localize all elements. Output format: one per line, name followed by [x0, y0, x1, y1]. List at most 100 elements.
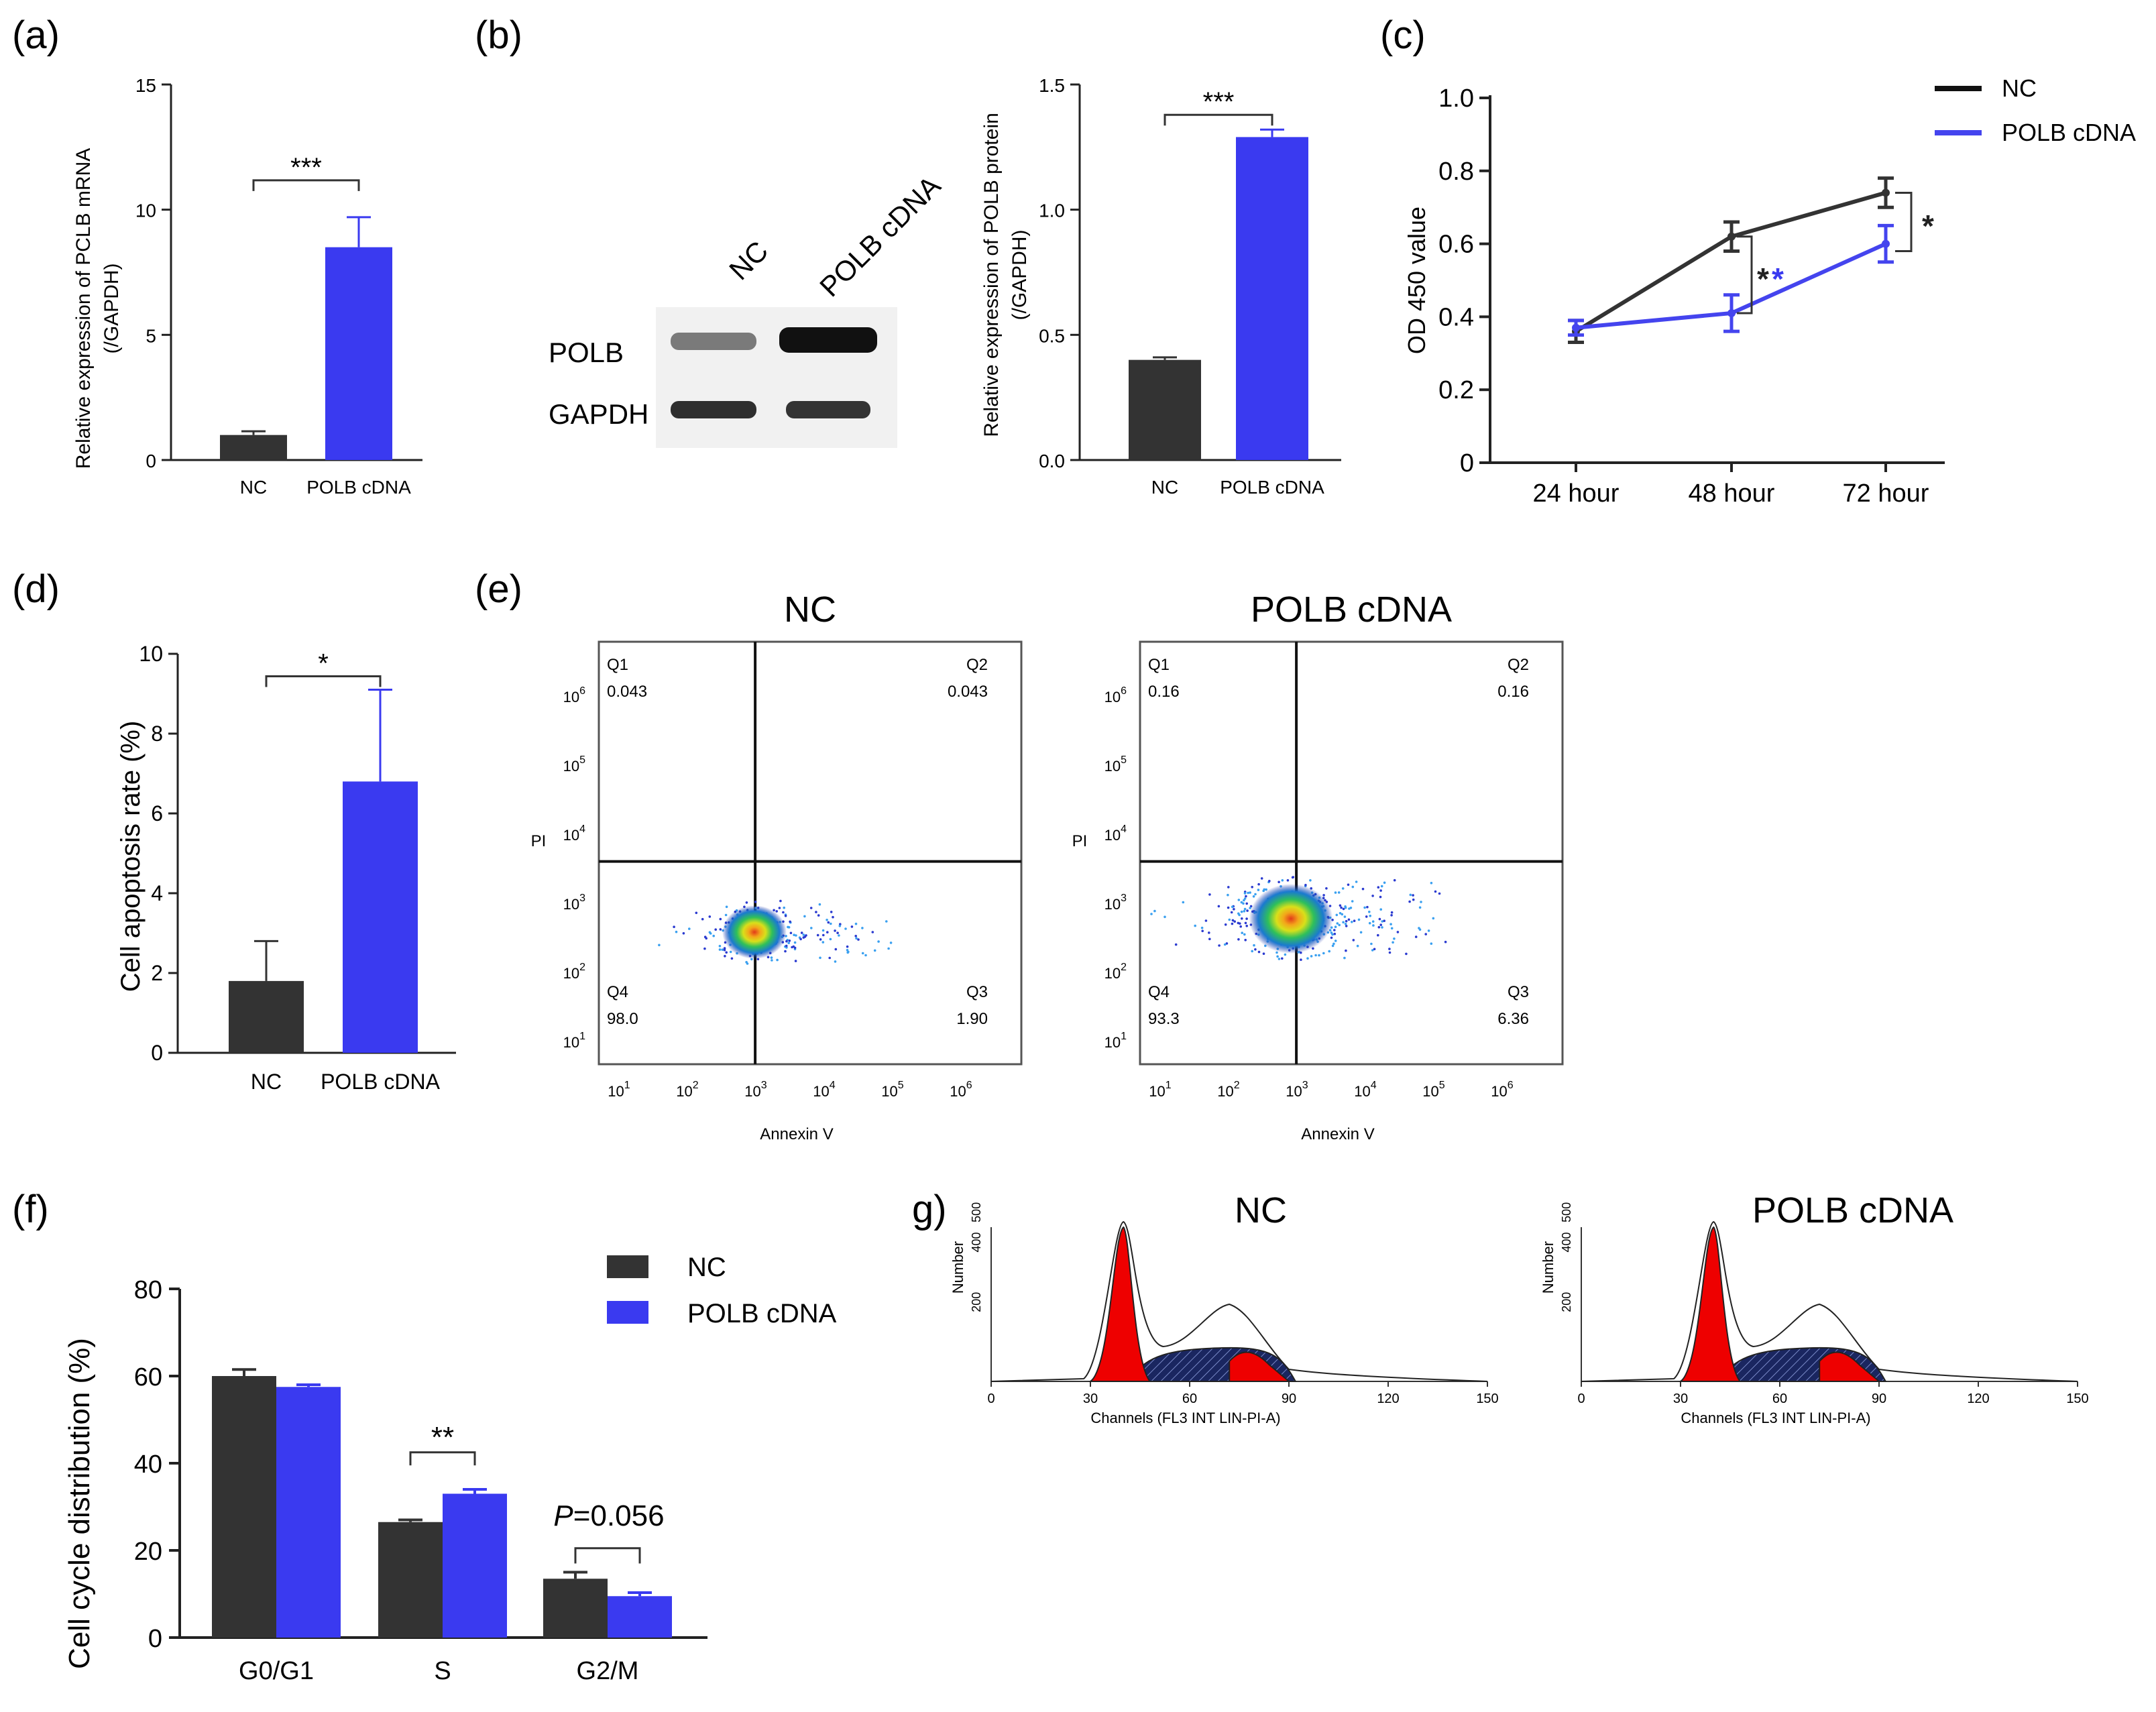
event-dot	[1363, 906, 1366, 909]
sig-bracket	[1164, 113, 1273, 126]
event-dot	[1243, 907, 1247, 911]
x-log-tick: 103	[744, 1080, 767, 1100]
event-dot	[1230, 911, 1233, 914]
y-tick-label: 15	[135, 75, 156, 96]
log-base: 10	[1104, 896, 1121, 913]
event-dot	[1244, 921, 1247, 925]
event-dot	[1241, 917, 1243, 920]
event-dot	[776, 958, 779, 962]
chart-f-ylabel: Cell cycle distribution (%)	[63, 1338, 96, 1669]
event-dot	[861, 927, 864, 929]
log-base: 10	[1217, 1083, 1233, 1100]
x-log-tick: 105	[1422, 1080, 1444, 1100]
event-dot	[854, 935, 857, 937]
panel-label-g: g)	[912, 1188, 947, 1231]
log-base: 10	[563, 758, 579, 775]
bar	[276, 1387, 341, 1638]
event-dot	[745, 901, 748, 904]
event-dot	[877, 940, 880, 943]
y-tick-label: 0.2	[1438, 376, 1474, 404]
blot-lane-nc: NC	[723, 235, 774, 286]
log-exp: 5	[1439, 1080, 1445, 1091]
event-dot	[829, 937, 832, 941]
event-dot	[1325, 887, 1328, 890]
event-dot	[1371, 949, 1374, 952]
q4-label: Q4	[607, 983, 628, 1001]
event-dot	[1238, 913, 1241, 917]
y-tick-label: 0	[1460, 449, 1474, 477]
hist-y-tick-label: 200	[1560, 1292, 1573, 1312]
event-dot	[1153, 909, 1156, 913]
event-dot	[1328, 950, 1330, 953]
event-dot	[834, 929, 836, 932]
raw-histogram	[990, 1220, 1488, 1382]
event-dot	[1412, 898, 1415, 901]
event-dot	[1334, 891, 1337, 894]
event-dot	[1227, 886, 1230, 889]
event-dot	[673, 925, 675, 928]
event-dot	[1430, 942, 1433, 945]
event-dot	[791, 946, 793, 949]
chart-d-ylabel: Cell apoptosis rate (%)	[116, 721, 146, 992]
event-dot	[1347, 883, 1350, 887]
event-dot	[1430, 882, 1433, 884]
event-dot	[1233, 908, 1235, 911]
q1-value: 0.16	[1148, 683, 1180, 701]
event-dot	[1228, 918, 1231, 921]
event-dot	[1245, 895, 1247, 898]
event-dot	[1182, 901, 1185, 904]
hist-y-tick-label: 500	[970, 1202, 983, 1222]
event-dot	[818, 903, 821, 906]
event-dot	[1377, 886, 1380, 889]
event-dot	[871, 931, 874, 933]
event-dot	[1366, 905, 1369, 909]
event-dot	[1390, 911, 1394, 914]
event-dot	[1351, 885, 1355, 889]
hist-x-tick-label: 120	[1377, 1391, 1399, 1406]
event-dot	[1257, 882, 1260, 886]
event-dot	[754, 901, 757, 903]
event-dot	[821, 941, 825, 944]
event-dot	[721, 948, 724, 951]
event-dot	[1352, 939, 1355, 941]
event-dot	[1218, 944, 1221, 947]
bar	[378, 1522, 443, 1638]
event-dot	[1249, 907, 1251, 909]
event-dot	[1337, 891, 1341, 894]
event-dot	[1377, 925, 1381, 929]
log-base: 10	[881, 1083, 897, 1100]
event-dot	[789, 920, 791, 923]
event-dot	[1262, 889, 1265, 893]
event-dot	[1373, 948, 1376, 951]
event-dot	[1370, 942, 1373, 946]
event-dot	[789, 931, 793, 935]
hist-ylabel: Number	[1540, 1241, 1556, 1294]
event-dot	[1233, 920, 1236, 923]
event-dot	[1371, 920, 1375, 923]
event-dot	[1334, 925, 1337, 928]
event-dot	[1300, 958, 1302, 961]
y-tick-label: 0.8	[1438, 158, 1474, 186]
event-dot	[1405, 952, 1408, 956]
hist-x-tick-label: 60	[1772, 1391, 1787, 1406]
event-dot	[1223, 943, 1227, 946]
event-dot	[1246, 909, 1249, 912]
x-tick-label: POLB cDNA	[321, 1070, 440, 1094]
q3-label: Q3	[1508, 983, 1529, 1001]
panel-label-a: (a)	[12, 13, 60, 57]
event-dot	[1393, 878, 1396, 882]
y-tick-label: 0	[151, 1041, 163, 1065]
hist-y-tick-label: 500	[1560, 1202, 1573, 1222]
event-dot	[1322, 952, 1325, 955]
event-dot	[1251, 950, 1253, 953]
histogram: NC 0 30 60 90 120 150 200 400 500 Channels (FL3 IN…	[950, 1190, 1499, 1426]
event-dot	[708, 915, 712, 918]
chart-c: OD 450 value NC POLB cDNA 0 0.2 0.4 0.6 0.8 1…	[1403, 74, 2136, 508]
event-dot	[1332, 942, 1335, 946]
y-tick-label: 1.0	[1438, 84, 1474, 113]
event-dot	[1231, 922, 1234, 925]
event-dot	[1339, 912, 1342, 915]
event-dot	[1371, 895, 1374, 897]
legend-c-polb: POLB cDNA	[2002, 119, 2136, 146]
event-dot	[1409, 893, 1412, 897]
